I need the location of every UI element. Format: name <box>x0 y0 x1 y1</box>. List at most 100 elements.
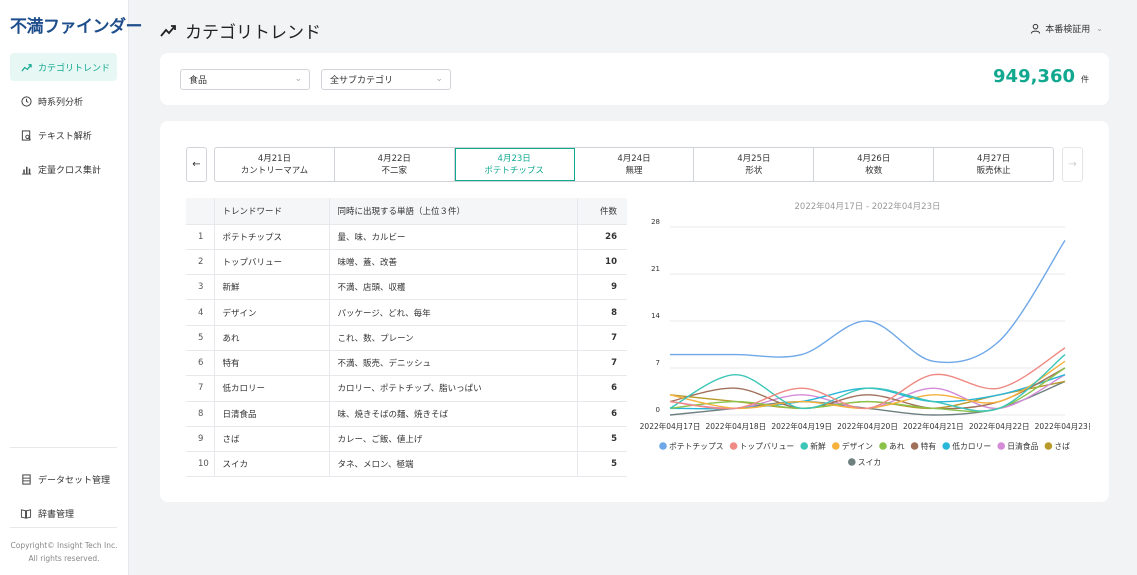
legend-marker <box>659 442 667 450</box>
x-tick-label: 2022年04月18日 <box>705 421 766 431</box>
row-index: 10 <box>186 451 215 478</box>
legend-label: スイカ <box>858 458 881 467</box>
dataset-icon <box>20 473 32 485</box>
table-row[interactable]: 6 特有 不満、販売、デニッシュ 7 <box>186 349 627 376</box>
series-line <box>670 240 1066 364</box>
trend-word: 特有 <box>214 349 330 376</box>
legend-marker <box>942 442 950 450</box>
date-tab[interactable]: 4月23日 ポテトチップス <box>454 148 575 181</box>
clock-icon <box>20 95 32 107</box>
sidebar-item-label: 辞書管理 <box>38 509 75 520</box>
sidebar-item-label: 定量クロス集計 <box>38 165 102 176</box>
date-tab-date: 4月24日 <box>617 153 651 164</box>
legend-marker <box>832 442 840 450</box>
copyright-line: All rights reserved. <box>28 554 100 563</box>
cooccur-words: 量、味、カルビー <box>329 223 578 250</box>
table-row[interactable]: 10 スイカ タネ、メロン、極端 5 <box>186 451 627 478</box>
trend-icon <box>20 61 32 73</box>
app-logo[interactable]: 不満ファインダー <box>10 17 143 37</box>
total-count-unit: 件 <box>1081 75 1089 84</box>
user-icon <box>1030 23 1041 34</box>
row-count: 7 <box>577 324 627 351</box>
legend-label: さば <box>1054 442 1070 451</box>
row-count: 6 <box>577 375 627 402</box>
date-tab-word: 形状 <box>745 165 763 176</box>
date-tab[interactable]: 4月25日 形状 <box>694 148 815 181</box>
y-tick-label: 28 <box>651 218 660 226</box>
row-index: 6 <box>186 349 215 376</box>
row-count: 9 <box>577 274 627 300</box>
table-row[interactable]: 8 日清食品 味、焼きそばの麺、焼きそば 6 <box>186 400 627 427</box>
date-tab[interactable]: 4月27日 販売休止 <box>934 148 1053 181</box>
date-tab-date: 4月23日 <box>497 153 531 164</box>
prev-date-button[interactable]: ← <box>186 147 207 182</box>
user-menu[interactable]: 本番検証用 ⌄ <box>1030 22 1103 35</box>
y-tick-label: 14 <box>651 312 660 320</box>
sidebar-item-cross-tab[interactable]: 定量クロス集計 <box>10 155 117 183</box>
column-header-cooccur: 同時に出現する単語（上位３件） <box>329 198 578 224</box>
sidebar-item-label: 時系列分析 <box>38 97 84 108</box>
date-tab-word: ポテトチップス <box>484 165 544 176</box>
subcategory-select[interactable]: 全サブカテゴリ ⌄ <box>321 69 451 90</box>
arrow-left-icon: ← <box>192 159 201 170</box>
copyright-line: Copyright© Insight Tech Inc. <box>10 541 118 550</box>
table-row[interactable]: 4 デザイン パッケージ、どれ、毎年 8 <box>186 299 627 326</box>
date-tab[interactable]: 4月22日 不二家 <box>335 148 455 181</box>
table-row[interactable]: 1 ポテトチップス 量、味、カルビー 26 <box>186 223 627 250</box>
row-count: 5 <box>577 451 627 478</box>
date-tab[interactable]: 4月26日 枚数 <box>814 148 935 181</box>
date-tab[interactable]: 4月21日 カントリーマアム <box>215 148 335 181</box>
table-row[interactable]: 7 低カロリー カロリー、ポテトチップ、脂いっぱい 6 <box>186 375 627 402</box>
legend-label: 特有 <box>921 441 937 451</box>
table-row[interactable]: 5 あれ これ、数、プレーン 7 <box>186 324 627 351</box>
row-index: 8 <box>186 400 215 427</box>
cooccur-words: 不満、店頭、収穫 <box>329 274 578 300</box>
column-header-count: 件数 <box>577 198 627 224</box>
arrow-right-icon: → <box>1068 159 1077 170</box>
row-count: 6 <box>577 400 627 427</box>
legend-label: トップバリュー <box>740 442 795 451</box>
table-row[interactable]: 3 新鮮 不満、店頭、収穫 9 <box>186 274 627 300</box>
legend-marker <box>800 442 808 450</box>
sidebar-item-label: カテゴリトレンド <box>38 63 111 74</box>
trend-word: さば <box>214 425 330 452</box>
trend-word: スイカ <box>214 451 330 478</box>
date-tab[interactable]: 4月24日 無理 <box>575 148 695 181</box>
legend-label: 日清食品 <box>1007 441 1038 451</box>
sidebar-item-label: テキスト解析 <box>38 131 92 142</box>
next-date-button[interactable]: → <box>1062 147 1083 182</box>
user-name: 本番検証用 <box>1045 25 1091 35</box>
sidebar-divider <box>10 447 117 448</box>
cooccur-words: 味噌、蓋、改善 <box>329 248 578 275</box>
chart-title: 2022年04月17日 - 2022年04月23日 <box>795 201 941 212</box>
trend-word: デザイン <box>214 299 330 326</box>
sidebar-item-text-analysis[interactable]: テキスト解析 <box>10 121 117 149</box>
sidebar: 不満ファインダー カテゴリトレンド 時系列分析 テキスト解析 定量クロス集計 <box>0 0 143 575</box>
sidebar-item-time-series[interactable]: 時系列分析 <box>10 87 117 115</box>
date-tab-date: 4月25日 <box>737 153 771 164</box>
x-tick-label: 2022年04月22日 <box>969 421 1030 431</box>
series-line <box>669 347 1066 410</box>
column-header-index <box>186 198 215 224</box>
sidebar-item-category-trend[interactable]: カテゴリトレンド <box>10 53 117 81</box>
legend-label: ポテトチップス <box>669 442 724 451</box>
category-select[interactable]: 食品 ⌄ <box>180 69 310 90</box>
subcategory-select-value: 全サブカテゴリ <box>330 76 394 86</box>
row-index: 9 <box>186 425 215 452</box>
cooccur-words: カロリー、ポテトチップ、脂いっぱい <box>329 375 578 402</box>
row-count: 10 <box>577 248 627 275</box>
column-header-word: トレンドワード <box>214 198 330 224</box>
bar-chart-icon <box>20 163 32 175</box>
total-count: 949,360 件 <box>993 66 1089 87</box>
x-tick-label: 2022年04月20日 <box>837 421 898 431</box>
date-tab-word: カントリーマアム <box>240 165 309 176</box>
y-tick-label: 0 <box>656 406 660 414</box>
table-row[interactable]: 9 さば カレー、ご飯、値上げ 5 <box>186 425 627 452</box>
table-row[interactable]: 2 トップバリュー 味噌、蓋、改善 10 <box>186 248 627 275</box>
date-tab-date: 4月22日 <box>377 153 411 164</box>
sidebar-item-dataset[interactable]: データセット管理 <box>10 465 117 493</box>
legend-marker <box>910 442 919 450</box>
row-index: 2 <box>186 248 215 275</box>
sidebar-item-dictionary[interactable]: 辞書管理 <box>10 499 117 527</box>
y-tick-label: 21 <box>651 265 660 273</box>
